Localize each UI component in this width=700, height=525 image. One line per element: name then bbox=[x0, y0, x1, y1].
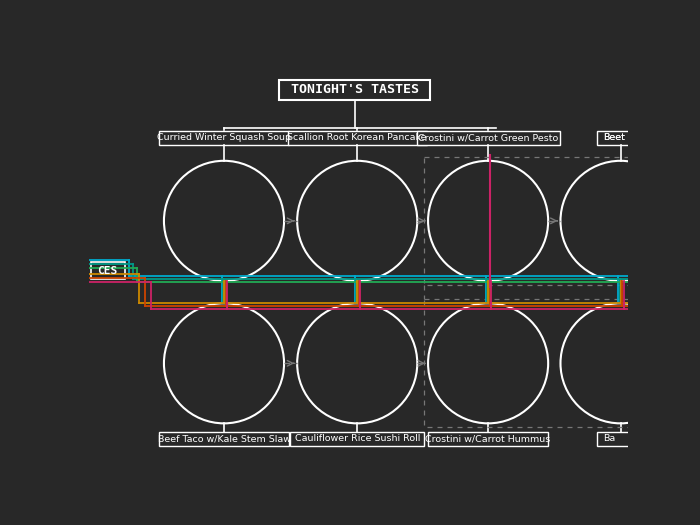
FancyBboxPatch shape bbox=[598, 131, 659, 144]
Circle shape bbox=[561, 303, 680, 423]
FancyBboxPatch shape bbox=[428, 432, 548, 446]
Circle shape bbox=[428, 161, 548, 281]
Circle shape bbox=[164, 161, 284, 281]
Circle shape bbox=[297, 161, 417, 281]
Text: Ba: Ba bbox=[603, 434, 615, 443]
Circle shape bbox=[297, 303, 417, 423]
Text: Beet: Beet bbox=[603, 133, 624, 142]
Circle shape bbox=[561, 161, 680, 281]
Text: Beef Taco w/Kale Stem Slaw: Beef Taco w/Kale Stem Slaw bbox=[158, 434, 290, 443]
Text: CES: CES bbox=[97, 266, 118, 276]
FancyBboxPatch shape bbox=[91, 262, 125, 279]
Text: Curried Winter Squash Soup: Curried Winter Squash Soup bbox=[157, 133, 291, 142]
FancyBboxPatch shape bbox=[598, 432, 659, 446]
Text: Crostini w/Carrot Green Pesto: Crostini w/Carrot Green Pesto bbox=[418, 133, 558, 142]
Text: Scallion Root Korean Pancake: Scallion Root Korean Pancake bbox=[288, 133, 427, 142]
FancyBboxPatch shape bbox=[290, 432, 424, 446]
Text: Cauliflower Rice Sushi Roll: Cauliflower Rice Sushi Roll bbox=[295, 434, 420, 443]
FancyBboxPatch shape bbox=[279, 80, 430, 100]
FancyBboxPatch shape bbox=[288, 131, 426, 144]
FancyBboxPatch shape bbox=[416, 131, 560, 144]
Text: TONIGHT'S TASTES: TONIGHT'S TASTES bbox=[291, 83, 419, 97]
FancyBboxPatch shape bbox=[160, 131, 288, 144]
Circle shape bbox=[164, 303, 284, 423]
Circle shape bbox=[428, 303, 548, 423]
FancyBboxPatch shape bbox=[160, 432, 288, 446]
Text: Beet: Beet bbox=[603, 133, 624, 142]
Text: Crostini w/Carrot Hummus: Crostini w/Carrot Hummus bbox=[426, 434, 551, 443]
